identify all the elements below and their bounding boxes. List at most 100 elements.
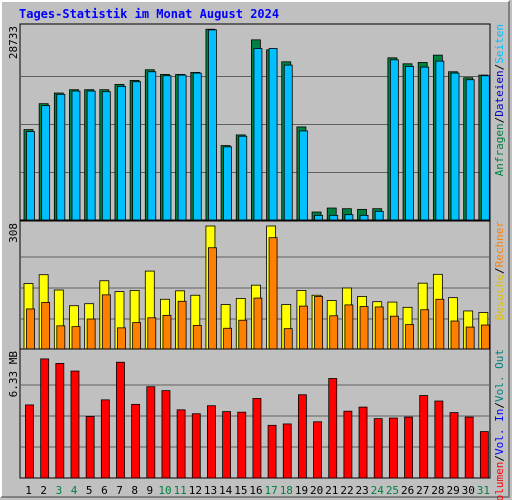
- day-label-13: 13: [204, 484, 217, 497]
- bar-volumen-16: [252, 398, 262, 479]
- bar-volumen-3: [55, 363, 65, 479]
- volume-panel-ymax-label: 6.33 MB: [7, 351, 20, 398]
- bar-volumen-21: [328, 378, 338, 479]
- bar-dateien-16: [253, 48, 263, 221]
- bar-dateien-24: [374, 210, 384, 221]
- bar-volumen-31: [479, 431, 489, 479]
- chart-title: Tages-Statistik im Monat August 2024: [19, 7, 280, 21]
- bar-rechner-1: [26, 308, 35, 351]
- legend-entry: /: [493, 267, 506, 274]
- day-label-26: 26: [401, 484, 414, 497]
- bar-dateien-1: [26, 131, 35, 221]
- day-label-20: 20: [310, 484, 323, 497]
- bar-dateien-10: [162, 75, 172, 221]
- legend-entry: Volumen: [493, 462, 506, 500]
- legend-entry: Rechner: [493, 221, 506, 268]
- bar-rechner-2: [41, 302, 51, 351]
- bar-volumen-17: [267, 424, 277, 479]
- day-label-5: 5: [86, 484, 93, 497]
- legend-entry: Besuche: [493, 274, 506, 320]
- day-label-23: 23: [356, 484, 369, 497]
- bar-dateien-29: [450, 72, 460, 221]
- day-label-16: 16: [249, 484, 262, 497]
- bar-dateien-18: [283, 64, 293, 221]
- day-label-15: 15: [234, 484, 247, 497]
- bar-volumen-9: [146, 386, 156, 479]
- bar-rechner-9: [147, 317, 157, 351]
- bar-rechner-27: [420, 309, 430, 351]
- day-label-28: 28: [431, 484, 444, 497]
- legend-entry: /: [493, 117, 506, 124]
- bar-volumen-26: [404, 416, 413, 479]
- bar-volumen-1: [25, 404, 34, 479]
- day-label-25: 25: [386, 484, 399, 497]
- bar-dateien-15: [238, 135, 248, 221]
- day-label-10: 10: [158, 484, 171, 497]
- bar-volumen-19: [298, 394, 307, 479]
- bar-rechner-23: [359, 306, 369, 351]
- bar-rechner-6: [101, 294, 111, 351]
- day-label-11: 11: [174, 484, 187, 497]
- bar-dateien-7: [117, 85, 126, 221]
- day-label-4: 4: [71, 484, 78, 497]
- bar-dateien-4: [71, 90, 81, 221]
- visits-panel-ymax-label: 308: [7, 223, 20, 243]
- bar-dateien-31: [480, 75, 490, 221]
- bar-rechner-28: [435, 298, 445, 351]
- day-label-8: 8: [131, 484, 138, 497]
- day-label-18: 18: [280, 484, 293, 497]
- day-label-6: 6: [101, 484, 108, 497]
- legend-entry: /: [493, 64, 506, 71]
- day-label-24: 24: [371, 484, 385, 497]
- day-label-1: 1: [25, 484, 32, 497]
- bar-rechner-29: [450, 320, 460, 351]
- legend-entry: /: [493, 455, 506, 462]
- bar-volumen-15: [237, 411, 247, 479]
- day-label-27: 27: [416, 484, 429, 497]
- bar-dateien-11: [177, 74, 187, 221]
- bar-volumen-18: [282, 423, 292, 479]
- day-label-29: 29: [446, 484, 459, 497]
- day-label-22: 22: [340, 484, 353, 497]
- bar-volumen-4: [70, 370, 80, 479]
- day-label-12: 12: [189, 484, 202, 497]
- bar-volumen-2: [40, 358, 50, 479]
- bar-rechner-17: [268, 237, 278, 351]
- bar-rechner-30: [465, 326, 475, 351]
- bar-dateien-8: [132, 81, 142, 221]
- bar-dateien-19: [299, 130, 308, 221]
- bar-volumen-25: [388, 417, 398, 479]
- bar-volumen-13: [207, 405, 216, 479]
- bar-dateien-23: [359, 214, 369, 221]
- bar-volumen-5: [85, 416, 95, 479]
- requests-panel-legend: Anfragen/Dateien/Seiten: [493, 24, 506, 176]
- bar-rechner-20: [314, 296, 323, 351]
- bar-rechner-22: [344, 304, 354, 351]
- bar-volumen-11: [176, 409, 186, 479]
- visits-panel-legend: Besuche/Rechner: [493, 221, 506, 321]
- bar-dateien-27: [420, 66, 430, 221]
- day-label-7: 7: [116, 484, 123, 497]
- bar-dateien-9: [147, 71, 157, 221]
- bar-volumen-22: [343, 410, 353, 479]
- legend-entry: Vol. In: [493, 409, 506, 455]
- bar-rechner-14: [223, 327, 232, 351]
- bar-rechner-11: [177, 300, 187, 351]
- day-label-14: 14: [219, 484, 233, 497]
- bar-volumen-14: [222, 411, 231, 479]
- bar-dateien-28: [435, 60, 445, 221]
- bar-dateien-2: [41, 105, 51, 221]
- bar-rechner-26: [405, 324, 414, 351]
- bar-rechner-8: [132, 322, 142, 351]
- bar-rechner-13: [208, 247, 217, 351]
- bar-volumen-12: [191, 413, 201, 479]
- legend-entry: Vol. Out: [493, 349, 506, 402]
- bar-rechner-31: [480, 324, 490, 351]
- bar-dateien-13: [208, 29, 217, 221]
- bar-dateien-20: [314, 214, 323, 221]
- day-label-9: 9: [147, 484, 154, 497]
- bar-rechner-24: [374, 306, 384, 351]
- bar-volumen-20: [313, 421, 322, 479]
